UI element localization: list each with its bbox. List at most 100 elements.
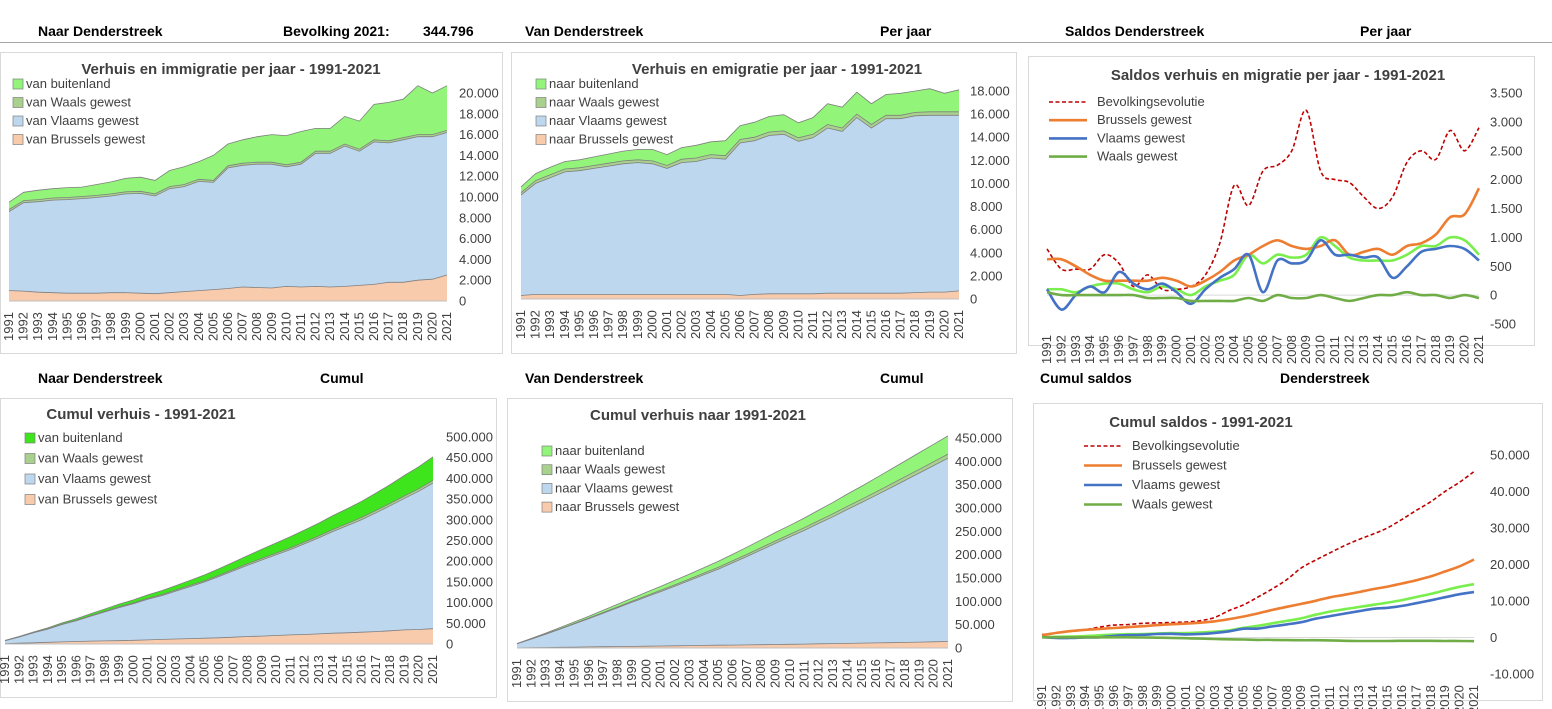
legend-swatch [535, 78, 547, 90]
x-tick-label: 2021 [425, 655, 440, 684]
y-tick-label: -500 [1490, 317, 1516, 332]
y-tick-label: 0 [970, 292, 977, 307]
x-tick-label: 2004 [191, 312, 206, 341]
y-tick-label: 0 [1490, 630, 1497, 645]
y-tick-label: 40.000 [1490, 484, 1530, 499]
line-waals-gewest [1042, 636, 1475, 643]
x-tick-label: 2021 [1471, 335, 1486, 364]
area-edge-van-buitenland [8, 85, 448, 203]
x-tick-label: 2014 [325, 655, 340, 684]
y-tick-label: 450.000 [446, 450, 493, 465]
x-tick-label: 1995 [54, 655, 69, 684]
x-tick-label: 2020 [1452, 685, 1467, 709]
x-tick-label: 2020 [926, 659, 941, 688]
x-tick-label: 2002 [1197, 335, 1212, 364]
x-tick-label: 2005 [1241, 335, 1256, 364]
legend-swatch [535, 115, 547, 127]
x-tick-label: 1998 [615, 310, 630, 339]
x-tick-label: 1999 [624, 659, 639, 688]
header-bevolking-value: 344.796 [423, 23, 474, 39]
x-tick-label: 2014 [849, 310, 864, 339]
y-tick-label: 300.000 [955, 501, 1002, 516]
header-divider [0, 42, 1552, 43]
y-tick-label: 500.000 [446, 430, 493, 445]
x-tick-label: 2019 [397, 655, 412, 684]
x-tick-label: 2001 [140, 655, 155, 684]
x-tick-label: 1993 [26, 655, 41, 684]
legend-label: Waals gewest [1097, 149, 1178, 164]
chart-title: Verhuis en immigratie per jaar - 1991-20… [81, 61, 380, 78]
x-tick-label: 2011 [293, 313, 308, 341]
chart-panel-immigratie: Verhuis en immigratie per jaar - 1991-20… [0, 52, 503, 354]
y-tick-label: 400.000 [446, 471, 493, 486]
x-tick-label: 2004 [696, 659, 711, 688]
x-tick-label: 2006 [211, 655, 226, 684]
x-tick-label: 2016 [1394, 685, 1409, 709]
x-tick-label: 1997 [83, 655, 98, 684]
x-tick-label: 2005 [710, 659, 725, 688]
legend-label: Brussels gewest [1132, 458, 1227, 473]
x-tick-label: 2017 [893, 310, 908, 339]
x-tick-label: 2002 [1192, 685, 1207, 709]
x-tick-label: 2010 [278, 312, 293, 341]
y-tick-label: 4.000 [970, 245, 1003, 260]
area-edge-naar-waals-gewest [520, 111, 959, 194]
y-tick-label: 6.000 [970, 222, 1003, 237]
x-tick-label: 2006 [725, 659, 740, 688]
x-tick-label: 2006 [1255, 335, 1270, 364]
area-naar-vlaams-gewest [517, 458, 948, 648]
legend-label: naar Waals gewest [549, 95, 659, 110]
area-van-buitenland [9, 85, 447, 210]
area-naar-vlaams-gewest [521, 115, 959, 296]
x-tick-label: 2012 [820, 310, 835, 339]
x-tick-label: 2008 [1279, 685, 1294, 709]
x-tick-label: 1996 [68, 655, 83, 684]
legend-label: van Vlaams gewest [26, 113, 139, 128]
line-waals-gewest [1046, 290, 1480, 303]
y-tick-label: 2.000 [459, 273, 492, 288]
x-tick-label: 2013 [322, 312, 337, 341]
legend-label: Bevolkingsevolutie [1097, 94, 1205, 109]
x-tick-label: 1996 [586, 310, 601, 339]
area-edge-van-waals-gewest [4, 480, 434, 641]
x-tick-label: 2002 [154, 655, 169, 684]
x-tick-label: 1999 [630, 310, 645, 339]
x-tick-label: 2008 [1284, 335, 1299, 364]
x-tick-label: 2001 [1178, 685, 1193, 709]
x-tick-label: 2011 [796, 660, 811, 688]
x-tick-label: 2018 [1428, 335, 1443, 364]
x-tick-label: 2014 [1370, 335, 1385, 364]
x-tick-label: 2017 [368, 655, 383, 684]
header-saldos: Saldos Denderstreek [1065, 23, 1205, 39]
x-tick-label: 2003 [176, 312, 191, 341]
x-tick-label: 2008 [761, 310, 776, 339]
chart-title: Cumul verhuis naar 1991-2021 [590, 407, 806, 424]
x-tick-label: 2017 [381, 312, 396, 341]
header-naar-1: Naar Denderstreek [38, 23, 163, 39]
y-tick-label: 3.000 [1490, 114, 1523, 129]
x-tick-label: 2011 [805, 311, 820, 339]
header-naar-2: Naar Denderstreek [38, 370, 163, 386]
x-tick-label: 2018 [907, 310, 922, 339]
y-tick-label: 10.000 [1490, 594, 1530, 609]
y-tick-label: 20.000 [459, 86, 499, 101]
legend-label: naar Waals gewest [555, 462, 665, 477]
x-tick-label: 1998 [1135, 685, 1150, 709]
legend-swatch [541, 483, 553, 494]
header-bevolking-label: Bevolking 2021: [283, 23, 390, 39]
x-tick-label: 1993 [30, 312, 45, 341]
x-tick-label: 2013 [1356, 335, 1371, 364]
y-tick-label: 6.000 [459, 231, 492, 246]
x-tick-label: 2016 [1399, 335, 1414, 364]
header-cumul-2: Cumul [880, 370, 924, 386]
header-per-jaar-2: Per jaar [1360, 23, 1412, 39]
x-tick-label: 2005 [717, 310, 732, 339]
x-tick-label: 2002 [674, 310, 689, 339]
x-tick-label: 2010 [268, 655, 283, 684]
x-tick-label: 2019 [1437, 685, 1452, 709]
y-tick-label: 50.000 [955, 617, 995, 632]
legend-label: naar Brussels gewest [555, 499, 680, 514]
x-tick-label: 1992 [16, 312, 31, 341]
y-tick-label: -10.000 [1490, 667, 1534, 682]
x-tick-label: 1998 [1140, 335, 1155, 364]
